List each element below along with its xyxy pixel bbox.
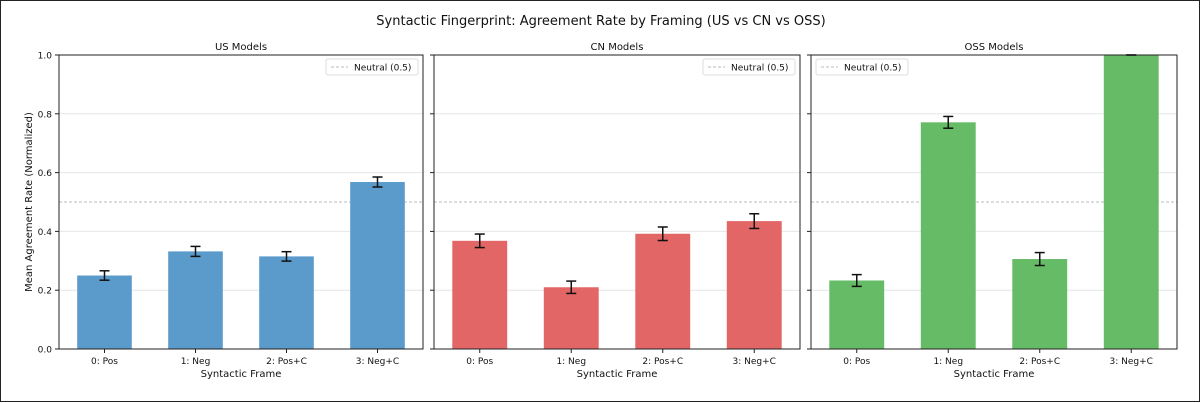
y-axis-label: Mean Agreement Rate (Normalized) (24, 112, 35, 292)
panel-title: CN Models (591, 42, 644, 53)
x-tick-label: 3: Neg+C (1110, 357, 1153, 367)
x-tick-label: 1: Neg (556, 357, 586, 367)
x-axis-label: Syntactic Frame (201, 369, 282, 380)
x-tick-label: 1: Neg (933, 357, 963, 367)
x-tick-label: 0: Pos (843, 357, 870, 367)
y-tick-label: 1.0 (38, 52, 53, 62)
panel-title: US Models (215, 42, 267, 53)
x-tick-label: 3: Neg+C (733, 357, 776, 367)
bar-3 (1103, 55, 1159, 349)
x-tick-label: 2: Pos+C (266, 357, 307, 367)
bar-2 (1012, 259, 1068, 349)
x-tick-label: 2: Pos+C (642, 357, 683, 367)
x-axis-label: Syntactic Frame (577, 369, 658, 380)
y-tick-label: 0.2 (38, 287, 52, 297)
y-tick-label: 0.4 (38, 228, 53, 238)
x-tick-label: 0: Pos (91, 357, 118, 367)
axes-frame (58, 54, 424, 350)
bar-0 (452, 240, 508, 349)
bar-3 (726, 221, 782, 349)
x-tick-label: 3: Neg+C (356, 357, 399, 367)
bar-3 (350, 182, 405, 349)
legend-box (702, 58, 796, 76)
bar-0 (77, 275, 132, 349)
bar-2 (635, 233, 691, 349)
panel-title: OSS Models (965, 42, 1024, 53)
chart-title: Syntactic Fingerprint: Agreement Rate by… (376, 14, 825, 29)
legend-label: Neutral (0.5) (731, 64, 788, 74)
bar-2 (259, 256, 314, 349)
y-tick-label: 0.6 (38, 169, 53, 179)
legend-box (325, 58, 419, 76)
y-tick-label: 0.0 (38, 346, 53, 356)
bar-0 (829, 280, 885, 349)
x-axis-label: Syntactic Frame (954, 369, 1035, 380)
legend-label: Neutral (0.5) (844, 64, 901, 74)
legend-label: Neutral (0.5) (354, 64, 411, 74)
axes-frame (810, 54, 1178, 350)
x-tick-label: 2: Pos+C (1019, 357, 1060, 367)
y-tick-label: 0.8 (38, 110, 53, 120)
bar-1 (168, 251, 223, 349)
axes-frame (433, 54, 801, 350)
legend-box (815, 58, 909, 76)
x-tick-label: 1: Neg (181, 357, 211, 367)
bar-1 (543, 287, 599, 349)
bar-1 (920, 122, 976, 350)
x-tick-label: 0: Pos (466, 357, 493, 367)
